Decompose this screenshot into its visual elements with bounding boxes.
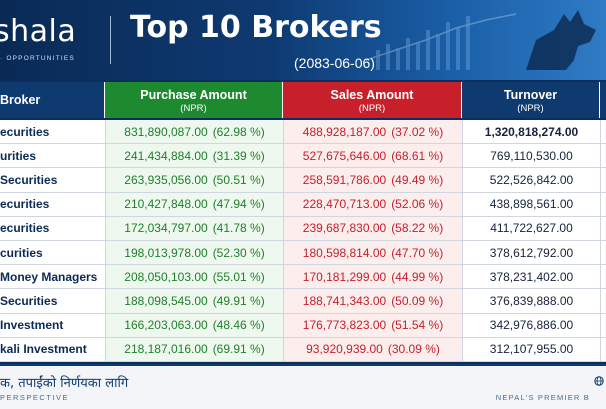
sales-amount: 188,741,343.00 (50.09 %) (283, 289, 462, 313)
extra-cell (600, 120, 606, 144)
purchase-amount: 263,935,056.00 (50.51 %) (105, 168, 283, 192)
purchase-amount: 241,434,884.00 (31.39 %) (105, 144, 283, 168)
sales-amount: 239,687,830.00 (58.22 %) (283, 216, 462, 240)
table-row: urities 241,434,884.00 (31.39 %) 527,675,… (0, 144, 606, 169)
table-row: kali Investment 218,187,016.00 (69.91 %) … (0, 337, 606, 362)
column-header-purchase: Purchase Amount (NPR) (105, 82, 283, 118)
turnover-amount: 376,839,888.00 (462, 289, 600, 313)
logo-tagline: · OPPORTUNITIES (0, 55, 75, 62)
extra-cell (600, 337, 606, 361)
broker-name: ecurities (0, 120, 105, 144)
logo-wordmark: shala (0, 14, 77, 49)
column-header-sales: Sales Amount (NPR) (283, 82, 462, 118)
purchase-amount: 198,013,978.00 (52.30 %) (105, 240, 283, 265)
report-date: (2083-06-06) (294, 55, 375, 71)
sales-amount: 258,591,786.00 (49.49 %) (283, 168, 462, 192)
purchase-amount: 208,050,103.00 (55.01 %) (105, 265, 283, 289)
table-row: Securities 263,935,056.00 (50.51 %) 258,5… (0, 168, 606, 193)
broker-name: curities (0, 240, 105, 265)
header-banner: shala · OPPORTUNITIES Top 10 Brokers (20… (0, 0, 606, 80)
column-header-extra (600, 82, 606, 118)
turnover-amount: 378,612,792.00 (462, 240, 600, 265)
column-header-turnover: Turnover (NPR) (462, 82, 600, 118)
broker-name: kali Investment (0, 337, 105, 361)
turnover-amount: 342,976,886.00 (462, 313, 600, 337)
turnover-amount: 769,110,530.00 (462, 144, 600, 168)
extra-cell (600, 216, 606, 240)
extra-cell (600, 240, 606, 265)
broker-name: Securities (0, 289, 105, 313)
table-row: ecurities 172,034,797.00 (41.78 %) 239,68… (0, 216, 606, 241)
broker-name: Money Managers (0, 265, 105, 289)
table-row: ecurities 210,427,848.00 (47.94 %) 228,47… (0, 192, 606, 217)
sales-amount: 93,920,939.00 (30.09 %) (283, 337, 462, 361)
extra-cell (600, 192, 606, 216)
globe-icon (594, 376, 604, 386)
sales-amount: 176,773,823.00 (51.54 %) (283, 313, 462, 337)
broker-name: Investment (0, 313, 105, 337)
table-row: curities 198,013,978.00 (52.30 %) 180,598… (0, 240, 606, 266)
table-row: Investment 166,203,063.00 (48.46 %) 176,7… (0, 313, 606, 338)
table-row: Securities 188,098,545.00 (49.91 %) 188,7… (0, 289, 606, 314)
sales-amount: 488,928,187.00 (37.02 %) (283, 120, 462, 144)
purchase-amount: 210,427,848.00 (47.94 %) (105, 192, 283, 216)
page-title: Top 10 Brokers (130, 10, 382, 45)
column-header-broker: Broker (0, 82, 105, 118)
sales-amount: 180,598,814.00 (47.70 %) (283, 240, 462, 265)
turnover-amount: 411,722,627.00 (462, 216, 600, 240)
broker-name: Securities (0, 168, 105, 192)
sales-amount: 170,181,299.00 (44.99 %) (283, 265, 462, 289)
broker-name: urities (0, 144, 105, 168)
extra-cell (600, 168, 606, 192)
extra-cell (600, 313, 606, 337)
table-row: Money Managers 208,050,103.00 (55.01 %) 1… (0, 265, 606, 290)
footer-perspective: PERSPECTIVE (0, 393, 70, 402)
sales-amount: 228,470,713.00 (52.06 %) (283, 192, 462, 216)
table-row: ecurities 831,890,087.00 (62.98 %) 488,92… (0, 120, 606, 145)
turnover-amount: 522,526,842.00 (462, 168, 600, 192)
footer: क, तपाईंको निर्णयका लागि PERSPECTIVE NEP… (0, 364, 606, 409)
purchase-amount: 188,098,545.00 (49.91 %) (105, 289, 283, 313)
extra-cell (600, 265, 606, 289)
broker-name: ecurities (0, 192, 105, 216)
footer-tagline: क, तपाईंको निर्णयका लागि (0, 376, 129, 391)
extra-cell (600, 144, 606, 168)
footer-brand-text: NEPAL'S PREMIER B (495, 393, 590, 402)
purchase-amount: 218,187,016.00 (69.91 %) (105, 337, 283, 361)
purchase-amount: 172,034,797.00 (41.78 %) (105, 216, 283, 240)
extra-cell (600, 289, 606, 313)
turnover-amount: 1,320,818,274.00 (462, 120, 600, 144)
purchase-amount: 831,890,087.00 (62.98 %) (105, 120, 283, 144)
broker-name: ecurities (0, 216, 105, 240)
bull-icon (526, 10, 596, 70)
header-divider (110, 16, 111, 64)
sales-amount: 527,675,646.00 (68.61 %) (283, 144, 462, 168)
turnover-amount: 438,898,561.00 (462, 192, 600, 216)
brokers-table: ecurities 831,890,087.00 (62.98 %) 488,92… (0, 120, 606, 362)
turnover-amount: 312,107,955.00 (462, 337, 600, 361)
turnover-amount: 378,231,402.00 (462, 265, 600, 289)
stock-chart-background-icon (366, 13, 517, 70)
purchase-amount: 166,203,063.00 (48.46 %) (105, 313, 283, 337)
